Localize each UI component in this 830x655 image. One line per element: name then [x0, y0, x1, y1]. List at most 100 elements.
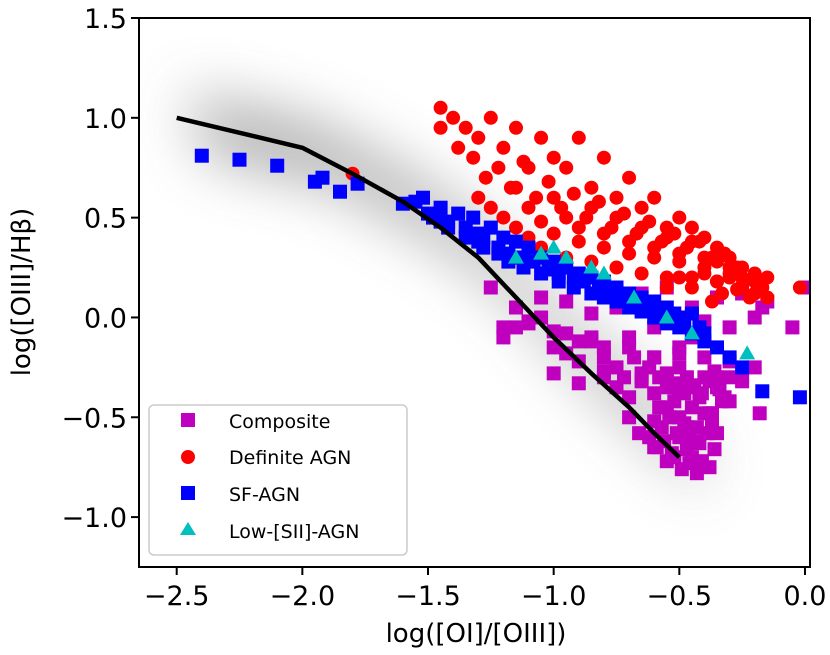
point-definite-agn	[672, 270, 687, 285]
point-composite	[752, 406, 767, 421]
point-definite-agn	[509, 220, 523, 235]
point-definite-agn	[659, 270, 674, 285]
demarcation-line	[176, 115, 681, 459]
point-low-sii-agn	[558, 249, 575, 264]
legend-label-sf-agn: SF-AGN	[229, 484, 300, 506]
legend-box	[148, 404, 408, 556]
point-low-sii-agn	[658, 309, 675, 324]
point-composite	[584, 334, 599, 349]
legend-label-low-sii-agn: Low-[SII]-AGN	[229, 521, 359, 543]
point-definite-agn	[571, 234, 586, 249]
legend-marker-low-sii-agn	[180, 522, 196, 535]
point-sf-agn	[466, 210, 481, 225]
point-definite-agn	[483, 200, 498, 215]
point-composite	[509, 320, 523, 335]
point-composite	[534, 290, 549, 305]
point-composite	[722, 370, 737, 385]
point-composite	[705, 406, 719, 421]
point-definite-agn	[478, 170, 493, 185]
point-composite	[659, 400, 674, 415]
point-sf-agn	[333, 184, 347, 199]
point-composite	[689, 434, 704, 449]
x-tick-label: −1.0	[521, 581, 587, 612]
point-definite-agn	[672, 210, 687, 225]
point-composite	[632, 426, 647, 441]
point-definite-agn	[792, 280, 807, 295]
point-low-sii-agn	[683, 325, 700, 340]
point-composite	[689, 466, 704, 481]
point-definite-agn	[509, 120, 523, 135]
y-tick-label: −0.5	[61, 403, 127, 434]
point-composite	[672, 382, 687, 397]
point-definite-agn	[659, 280, 674, 295]
point-definite-agn	[496, 140, 511, 155]
point-composite	[571, 334, 586, 349]
point-definite-agn	[684, 220, 699, 235]
point-definite-agn	[566, 186, 581, 201]
point-definite-agn	[534, 214, 549, 229]
point-sf-agn	[672, 320, 687, 335]
y-tick-label: −1.0	[61, 503, 127, 534]
point-sf-agn	[416, 190, 430, 205]
point-composite	[521, 316, 536, 331]
point-low-sii-agn	[533, 245, 550, 260]
point-definite-agn	[596, 226, 611, 241]
point-definite-agn	[684, 280, 699, 295]
x-tick-label: −0.5	[647, 581, 713, 612]
point-sf-agn	[433, 200, 448, 215]
point-low-sii-agn	[583, 259, 600, 274]
point-composite	[559, 294, 574, 309]
point-definite-agn	[684, 270, 699, 285]
point-sf-agn	[451, 206, 466, 221]
point-composite	[634, 370, 649, 385]
point-sf-agn	[546, 262, 561, 277]
point-sf-agn	[755, 384, 770, 399]
point-definite-agn	[433, 100, 448, 115]
legend-marker-definite-agn	[181, 450, 195, 464]
point-sf-agn	[315, 170, 330, 185]
point-definite-agn	[446, 110, 461, 125]
point-composite	[546, 340, 561, 355]
point-sf-agn	[232, 152, 247, 167]
point-definite-agn	[634, 200, 649, 215]
series-definite-agn	[345, 100, 807, 309]
point-composite	[785, 320, 800, 335]
point-composite	[707, 364, 722, 379]
point-definite-agn	[559, 210, 574, 225]
x-tick-label: −2.5	[144, 581, 210, 612]
point-sf-agn	[722, 350, 737, 365]
point-sf-agn	[634, 304, 649, 319]
point-definite-agn	[571, 130, 586, 145]
legend-label-definite-agn: Definite AGN	[229, 447, 351, 469]
point-sf-agn	[471, 234, 486, 249]
point-definite-agn	[529, 190, 544, 205]
legend-marker-sf-agn	[181, 486, 195, 500]
point-definite-agn	[571, 220, 586, 235]
point-sf-agn	[521, 240, 536, 255]
point-composite	[679, 420, 694, 435]
x-tick-label: −2.0	[270, 581, 336, 612]
legend-label-composite: Composite	[229, 411, 330, 433]
point-definite-agn	[466, 150, 481, 165]
point-composite	[546, 366, 561, 381]
point-definite-agn	[622, 234, 637, 249]
point-composite	[584, 306, 599, 321]
point-sf-agn	[551, 274, 566, 289]
point-definite-agn	[471, 190, 486, 205]
point-definite-agn	[609, 210, 624, 225]
x-axis-label: log([OI]/[OIII])	[386, 619, 567, 649]
point-definite-agn	[715, 286, 729, 301]
point-definite-agn	[458, 120, 473, 135]
point-definite-agn	[609, 260, 624, 275]
point-low-sii-agn	[626, 289, 643, 304]
point-definite-agn	[705, 294, 719, 309]
point-composite	[722, 320, 737, 335]
point-composite	[627, 350, 642, 365]
point-composite	[571, 376, 586, 391]
point-sf-agn	[735, 360, 750, 375]
point-definite-agn	[521, 200, 536, 215]
point-composite	[596, 350, 611, 365]
point-definite-agn	[584, 200, 599, 215]
point-definite-agn	[730, 282, 745, 297]
